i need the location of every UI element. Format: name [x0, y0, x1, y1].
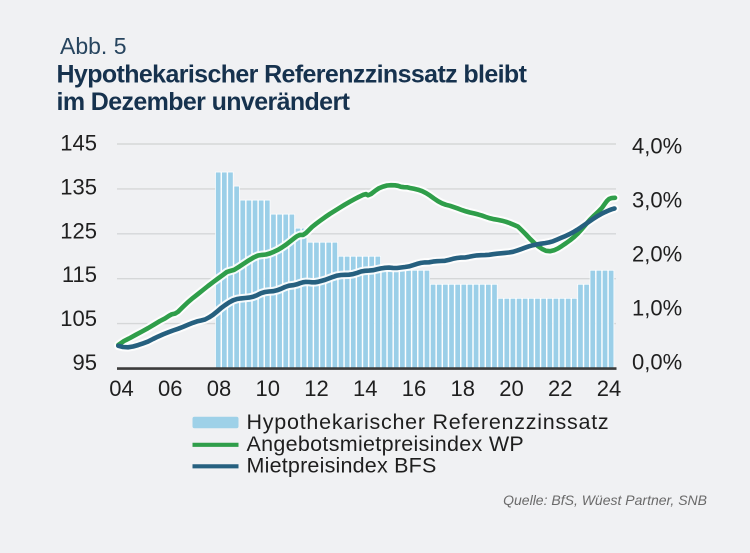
svg-text:Abb. 5: Abb. 5: [60, 33, 127, 59]
svg-text:Quelle: BfS, Wüest Partner, SN: Quelle: BfS, Wüest Partner, SNB: [503, 492, 707, 508]
svg-text:4,0%: 4,0%: [632, 134, 682, 159]
svg-text:105: 105: [60, 306, 97, 331]
svg-text:12: 12: [304, 376, 328, 401]
svg-text:24: 24: [597, 376, 621, 401]
svg-text:0,0%: 0,0%: [632, 350, 682, 375]
svg-text:18: 18: [451, 376, 475, 401]
svg-text:06: 06: [158, 376, 182, 401]
svg-text:22: 22: [548, 376, 572, 401]
svg-text:135: 135: [60, 174, 97, 199]
svg-text:08: 08: [207, 376, 231, 401]
svg-text:3,0%: 3,0%: [632, 188, 682, 213]
svg-text:Hypothekarischer Referenzzinss: Hypothekarischer Referenzzinssatz: [247, 410, 610, 434]
svg-text:14: 14: [353, 376, 377, 401]
svg-text:2,0%: 2,0%: [632, 242, 682, 267]
svg-text:115: 115: [62, 262, 97, 287]
svg-text:04: 04: [109, 376, 133, 401]
svg-text:im Dezember unverändert: im Dezember unverändert: [57, 88, 351, 116]
svg-text:20: 20: [499, 376, 523, 401]
svg-text:10: 10: [256, 376, 280, 401]
svg-text:1,0%: 1,0%: [632, 296, 682, 321]
svg-text:125: 125: [60, 218, 97, 243]
svg-text:Hypothekarischer Referenzzinss: Hypothekarischer Referenzzinssatz bleibt: [57, 61, 528, 89]
svg-text:16: 16: [402, 376, 426, 401]
svg-text:Angebotsmietpreisindex WP: Angebotsmietpreisindex WP: [247, 432, 525, 456]
svg-text:145: 145: [60, 131, 97, 156]
svg-text:95: 95: [73, 350, 97, 375]
svg-text:Mietpreisindex BFS: Mietpreisindex BFS: [247, 453, 437, 477]
